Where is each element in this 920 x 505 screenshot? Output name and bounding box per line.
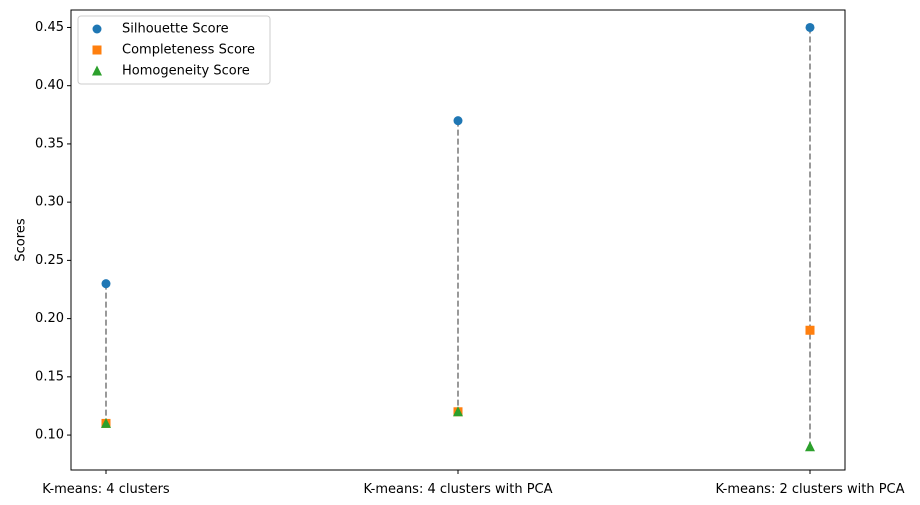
- legend-entry: Silhouette Score: [122, 22, 229, 37]
- homogeneity-score-point: [101, 417, 111, 428]
- legend-marker: [92, 45, 102, 55]
- connector-lines: [105, 27, 811, 447]
- x-tick-label: K-means: 2 clusters with PCA: [715, 482, 904, 497]
- y-tick-label: 0.25: [35, 253, 64, 268]
- data-points: [101, 22, 815, 452]
- y-tick-label: 0.15: [35, 369, 64, 384]
- silhouette-score-point: [101, 279, 111, 289]
- y-tick-label: 0.35: [35, 136, 64, 151]
- legend-entry: Homogeneity Score: [122, 64, 250, 79]
- silhouette-score-point: [453, 116, 463, 126]
- x-axis: K-means: 4 clusters K-means: 4 clusters w…: [42, 470, 905, 497]
- completeness-score-point: [805, 325, 815, 335]
- y-tick-label: 0.45: [35, 20, 64, 35]
- silhouette-score-point: [805, 22, 815, 32]
- y-tick-label: 0.40: [35, 78, 64, 93]
- y-tick-label: 0.10: [35, 428, 64, 443]
- x-tick-label: K-means: 4 clusters with PCA: [363, 482, 552, 497]
- legend-marker: [92, 65, 102, 76]
- y-axis-label: Scores: [14, 218, 29, 261]
- y-tick-label: 0.30: [35, 195, 64, 210]
- homogeneity-score-point: [453, 406, 463, 417]
- y-tick-label: 0.20: [35, 311, 64, 326]
- legend-frame: [77, 15, 271, 85]
- homogeneity-score-point: [805, 441, 815, 452]
- legend-marker: [92, 24, 102, 34]
- legend: Silhouette Score Completeness Score Homoge…: [77, 15, 271, 85]
- x-tick-label: K-means: 4 clusters: [42, 482, 170, 497]
- legend-entry: Completeness Score: [122, 43, 255, 58]
- y-axis: 0.10 0.15 0.20 0.25 0.30 0.35 0.40 0.45: [35, 20, 71, 443]
